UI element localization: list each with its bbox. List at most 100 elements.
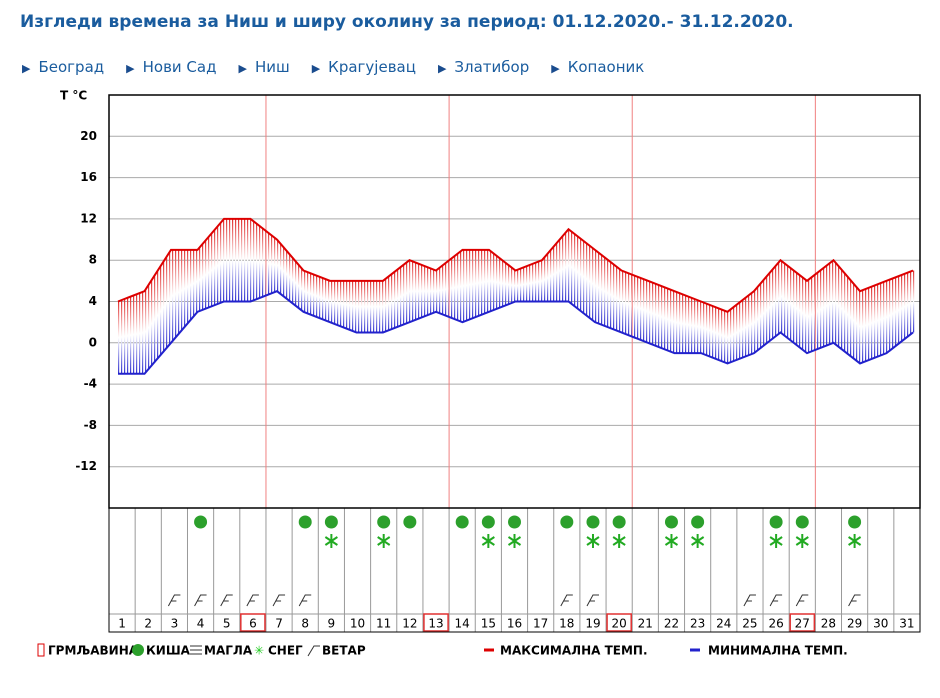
- hatch: [613, 263, 615, 330]
- x-tick-label: 21: [638, 617, 653, 631]
- x-tick-label: 10: [350, 617, 365, 631]
- hatch: [643, 278, 645, 341]
- x-tick-label: 18: [559, 617, 574, 631]
- legend-label: МАГЛА: [204, 644, 253, 658]
- hatch: [472, 249, 474, 319]
- hatch: [442, 265, 444, 315]
- hatch: [346, 280, 348, 329]
- y-tick-label: 12: [80, 211, 97, 225]
- hatch: [865, 289, 867, 362]
- hatch: [274, 237, 276, 293]
- hatch: [283, 246, 285, 296]
- hatch: [724, 310, 726, 363]
- hatch: [664, 287, 666, 350]
- highlight-day: [240, 613, 266, 632]
- hatch: [373, 280, 375, 333]
- hatch: [673, 290, 675, 353]
- hatch: [694, 298, 696, 354]
- hatch: [580, 238, 582, 311]
- nav-link[interactable]: Копаоник: [551, 58, 644, 76]
- hatch: [823, 268, 825, 347]
- hatch: [511, 267, 513, 304]
- y-tick-label: 16: [80, 170, 97, 184]
- hatch: [880, 283, 882, 356]
- temp-line: [117, 217, 914, 313]
- x-tick-label: 7: [275, 617, 283, 631]
- hatch: [445, 263, 447, 316]
- hatch: [247, 218, 249, 302]
- hatch: [127, 297, 129, 374]
- hatch: [859, 290, 861, 363]
- hatch: [295, 260, 297, 306]
- hatch: [781, 260, 783, 333]
- hatch: [523, 267, 525, 302]
- hatch: [223, 220, 225, 302]
- nav-link[interactable]: Крагујевац: [312, 58, 416, 76]
- hatch: [250, 218, 252, 302]
- nav-link[interactable]: Београд: [22, 58, 104, 76]
- hatch: [394, 272, 396, 329]
- hatch: [505, 262, 507, 306]
- rain-icon: [769, 515, 783, 529]
- hatch: [430, 268, 432, 315]
- hatch: [235, 218, 237, 302]
- hatch: [238, 218, 240, 302]
- snow-icon: [324, 534, 338, 548]
- hatch: [736, 305, 738, 361]
- hatch: [562, 236, 564, 302]
- hatch: [316, 275, 318, 317]
- nav-link[interactable]: Нови Сад: [126, 58, 216, 76]
- hatch: [310, 273, 312, 315]
- hatch: [625, 271, 627, 334]
- x-tick-label: 29: [847, 617, 862, 631]
- hatch: [271, 234, 273, 294]
- rain-icon: [586, 515, 600, 529]
- hatch: [301, 267, 303, 310]
- x-tick-label: 31: [899, 617, 914, 631]
- hatch: [334, 280, 336, 324]
- rain-icon: [298, 515, 312, 529]
- rain-icon: [795, 515, 809, 529]
- hatch: [133, 295, 135, 374]
- hatch: [541, 260, 543, 302]
- hatch: [268, 232, 270, 295]
- x-tick-label: 8: [301, 617, 309, 631]
- rain-icon: [664, 515, 678, 529]
- hatch: [226, 218, 228, 302]
- hatch: [697, 299, 699, 354]
- hatch: [328, 280, 330, 322]
- hatch: [757, 287, 759, 351]
- hatch: [403, 265, 405, 325]
- hatch: [289, 253, 291, 301]
- hatch: [337, 280, 339, 325]
- hatch: [166, 257, 168, 349]
- hatch: [871, 286, 873, 360]
- hatch: [253, 220, 255, 301]
- hatch: [259, 225, 261, 299]
- hatch: [415, 262, 417, 321]
- x-tick-label: 1: [118, 617, 126, 631]
- hatch: [385, 279, 387, 332]
- y-tick-label: 0: [89, 335, 97, 349]
- legend-icon: [37, 643, 45, 657]
- hatch: [454, 256, 456, 319]
- hatch: [475, 249, 477, 318]
- hatch: [889, 279, 891, 352]
- panel-frame: [108, 507, 921, 633]
- y-tick-label: 8: [89, 253, 97, 267]
- wind-icon: [167, 594, 181, 607]
- hatch: [655, 283, 657, 346]
- hatch: [688, 296, 690, 354]
- hatch: [820, 270, 822, 349]
- hatch: [361, 280, 363, 333]
- hatch: [469, 249, 471, 320]
- hatch: [190, 249, 192, 321]
- hatch: [886, 281, 888, 354]
- legend-label: КИША: [146, 644, 191, 658]
- x-tick-label: 2: [144, 617, 152, 631]
- nav-link[interactable]: Ниш: [238, 58, 289, 76]
- hatch: [397, 269, 399, 328]
- hatch: [898, 276, 900, 345]
- nav-link[interactable]: Златибор: [438, 58, 529, 76]
